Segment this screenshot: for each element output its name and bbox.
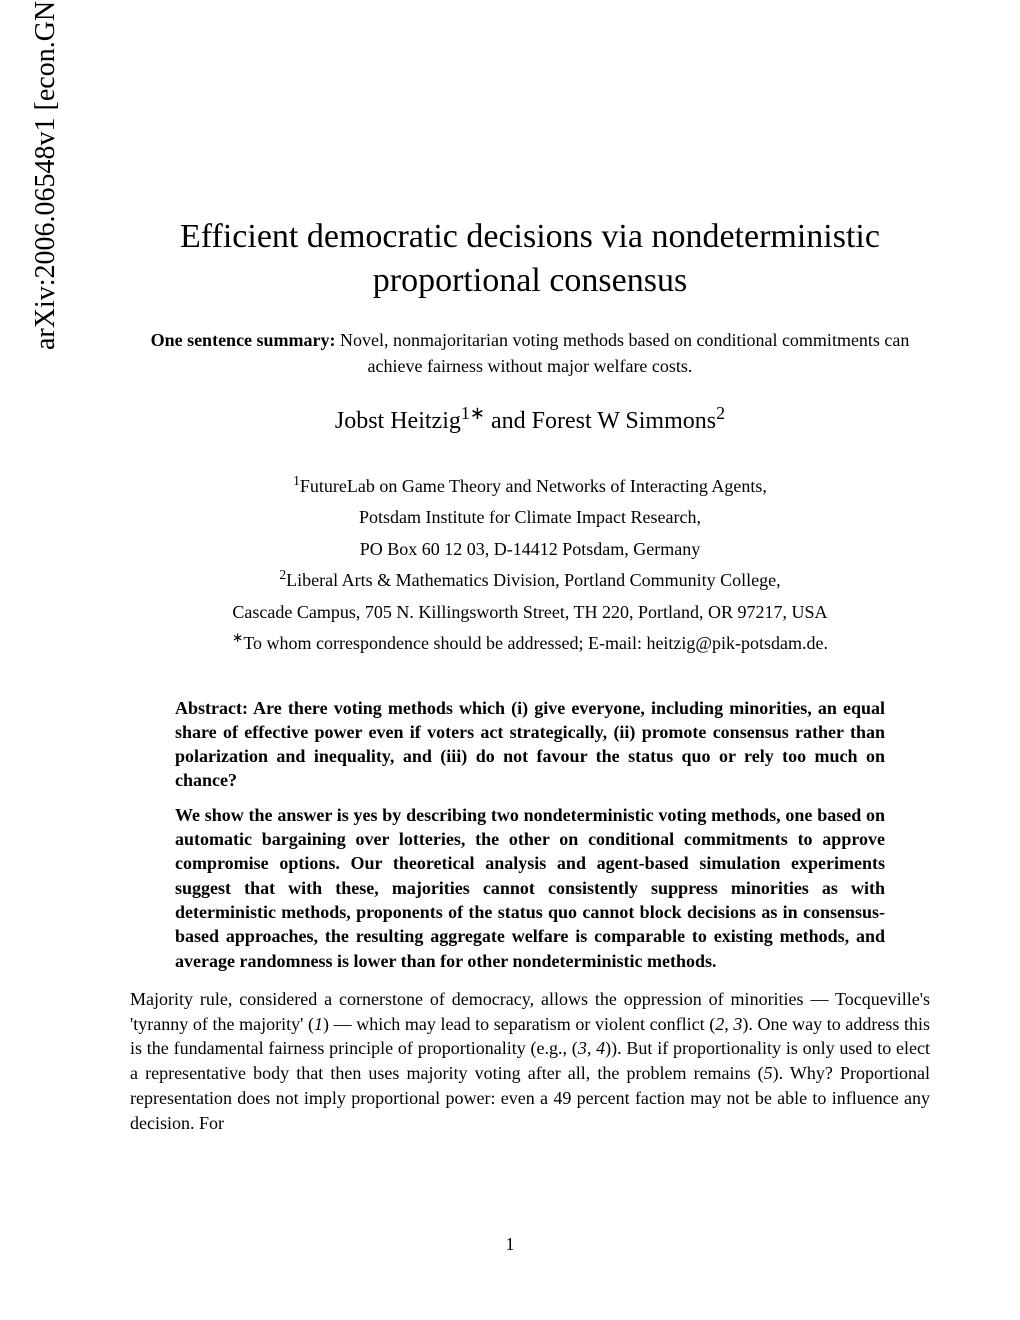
authors-and: and — [485, 408, 532, 434]
affiliation-1-line-3: PO Box 60 12 03, D-14412 Potsdam, German… — [130, 534, 930, 566]
citation-5: 5 — [764, 1063, 773, 1083]
abstract-p1-text: Are there voting methods which (i) give … — [175, 698, 885, 791]
citation-1: 1 — [314, 1014, 323, 1034]
citation-2-3: 2, 3 — [715, 1014, 742, 1034]
abstract-block: Abstract: Are there voting methods which… — [130, 696, 930, 973]
summary-text: Novel, nonmajoritarian voting methods ba… — [340, 330, 909, 376]
author-2: Forest W Simmons — [532, 408, 716, 434]
correspondence: ∗To whom correspondence should be addres… — [130, 628, 930, 660]
affiliations-block: 1FutureLab on Game Theory and Networks o… — [130, 471, 930, 660]
abstract-label: Abstract: — [175, 698, 248, 718]
summary-label: One sentence summary: — [151, 330, 336, 350]
arxiv-identifier: arXiv:2006.06548v1 [econ.GN] 10 Jun 2020 — [30, 0, 62, 350]
author-1: Jobst Heitzig — [335, 408, 461, 434]
page-number: 1 — [506, 1234, 515, 1255]
author-1-sup: 1∗ — [461, 403, 485, 423]
affiliation-1-line-2: Potsdam Institute for Climate Impact Res… — [130, 502, 930, 534]
authors-block: Jobst Heitzig1∗ and Forest W Simmons2 — [130, 408, 930, 435]
body-paragraph-1: Majority rule, considered a cornerstone … — [130, 987, 930, 1136]
paper-content: Efficient democratic decisions via nonde… — [130, 215, 930, 1136]
paper-title: Efficient democratic decisions via nonde… — [130, 215, 930, 303]
affiliation-1-line-1: 1FutureLab on Game Theory and Networks o… — [130, 471, 930, 503]
affiliation-2-line-2: Cascade Campus, 705 N. Killingsworth Str… — [130, 597, 930, 629]
abstract-paragraph-1: Abstract: Are there voting methods which… — [175, 696, 885, 793]
citation-3-4: 3, 4 — [578, 1038, 605, 1058]
abstract-paragraph-2: We show the answer is yes by describing … — [175, 803, 885, 973]
one-sentence-summary: One sentence summary: Novel, nonmajorita… — [130, 327, 930, 379]
author-2-sup: 2 — [716, 403, 725, 423]
affiliation-2-line-1: 2Liberal Arts & Mathematics Division, Po… — [130, 565, 930, 597]
